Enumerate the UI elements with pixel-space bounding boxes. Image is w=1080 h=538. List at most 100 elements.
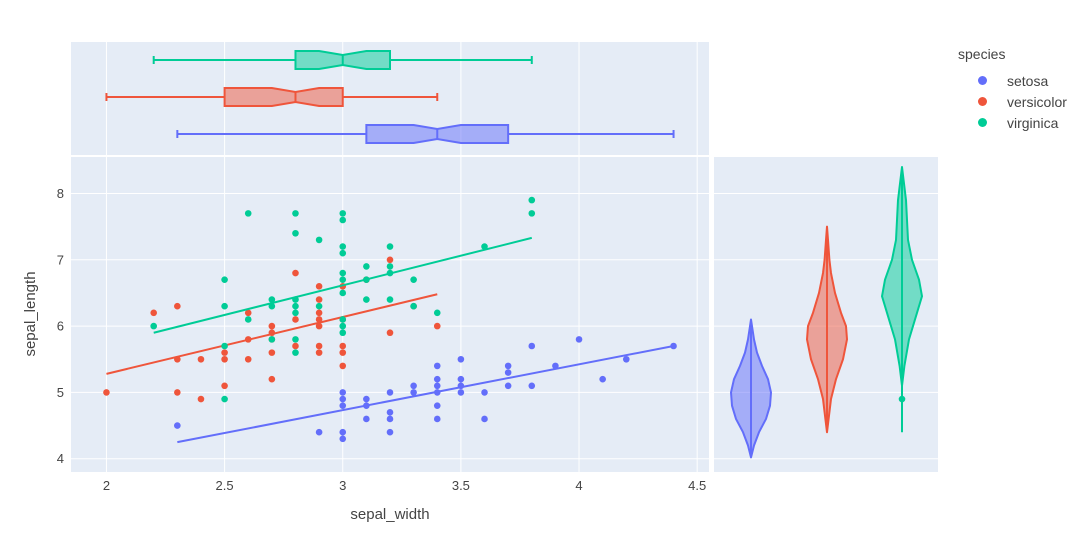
- scatter-point-versicolor: [292, 270, 299, 277]
- scatter-point-versicolor: [245, 336, 252, 343]
- legend-label-versicolor: versicolor: [1007, 94, 1067, 110]
- x-tick-label: 4: [575, 478, 582, 493]
- scatter-point-setosa: [363, 396, 370, 403]
- scatter-point-setosa: [363, 416, 370, 423]
- legend-item-versicolor[interactable]: versicolor: [958, 91, 1067, 112]
- scatter-point-setosa: [363, 402, 370, 409]
- scatter-point-virginica: [339, 270, 346, 277]
- scatter-point-virginica: [339, 243, 346, 250]
- scatter-point-virginica: [221, 303, 228, 310]
- scatter-point-virginica: [292, 303, 299, 310]
- scatter-point-virginica: [245, 210, 252, 217]
- y-tick-label: 4: [57, 451, 64, 466]
- scatter-point-versicolor: [387, 256, 394, 263]
- scatter-point-setosa: [458, 389, 465, 396]
- scatter-point-setosa: [410, 389, 417, 396]
- scatter-point-virginica: [410, 276, 417, 283]
- scatter-point-virginica: [292, 210, 299, 217]
- x-tick-label: 3.5: [452, 478, 470, 493]
- scatter-point-versicolor: [103, 389, 110, 396]
- scatter-point-setosa: [410, 382, 417, 389]
- legend-item-virginica[interactable]: virginica: [958, 112, 1067, 133]
- legend-item-setosa[interactable]: setosa: [958, 70, 1067, 91]
- scatter-point-virginica: [410, 303, 417, 310]
- x-tick-label: 2: [103, 478, 110, 493]
- scatter-point-setosa: [481, 416, 488, 423]
- scatter-point-setosa: [387, 429, 394, 436]
- scatter-point-virginica: [316, 303, 323, 310]
- scatter-point-versicolor: [174, 303, 181, 310]
- scatter-point-setosa: [339, 402, 346, 409]
- scatter-point-virginica: [221, 396, 228, 403]
- scatter-point-virginica: [221, 276, 228, 283]
- scatter-point-virginica: [292, 336, 299, 343]
- scatter-point-virginica: [387, 243, 394, 250]
- scatter-point-setosa: [387, 389, 394, 396]
- scatter-point-setosa: [670, 343, 677, 350]
- scatter-point-setosa: [505, 369, 512, 376]
- scatter-point-setosa: [339, 436, 346, 443]
- x-tick-label: 4.5: [688, 478, 706, 493]
- scatter-point-virginica: [292, 230, 299, 237]
- scatter-point-virginica: [292, 310, 299, 317]
- scatter-point-versicolor: [316, 310, 323, 317]
- scatter-point-virginica: [434, 310, 441, 317]
- scatter-point-setosa: [599, 376, 606, 383]
- x-tick-label: 2.5: [216, 478, 234, 493]
- scatter-point-versicolor: [174, 389, 181, 396]
- legend-marker-setosa: [978, 76, 987, 85]
- scatter-point-virginica: [339, 329, 346, 336]
- scatter-point-virginica: [292, 349, 299, 356]
- scatter-point-versicolor: [292, 343, 299, 350]
- scatter-point-virginica: [363, 296, 370, 303]
- scatter-panel: [71, 157, 709, 472]
- scatter-point-setosa: [339, 396, 346, 403]
- legend-marker-virginica: [978, 118, 987, 127]
- scatter-point-setosa: [528, 343, 535, 350]
- scatter-point-versicolor: [316, 296, 323, 303]
- scatter-point-versicolor: [269, 349, 276, 356]
- scatter-point-virginica: [528, 197, 535, 204]
- scatter-point-setosa: [623, 356, 630, 363]
- scatter-point-virginica: [339, 290, 346, 297]
- x-tick-label: 3: [339, 478, 346, 493]
- scatter-point-versicolor: [245, 356, 252, 363]
- scatter-point-setosa: [552, 363, 559, 370]
- legend-marker-versicolor: [978, 97, 987, 106]
- y-axis-title: sepal_length: [22, 271, 39, 356]
- scatter-point-versicolor: [316, 343, 323, 350]
- scatter-point-virginica: [339, 316, 346, 323]
- scatter-point-versicolor: [174, 356, 181, 363]
- scatter-point-setosa: [434, 389, 441, 396]
- scatter-point-setosa: [434, 416, 441, 423]
- scatter-point-virginica: [150, 323, 157, 330]
- scatter-point-virginica: [528, 210, 535, 217]
- scatter-point-virginica: [387, 263, 394, 270]
- scatter-point-versicolor: [339, 343, 346, 350]
- scatter-point-versicolor: [292, 316, 299, 323]
- x-axis-title: sepal_width: [350, 506, 429, 523]
- scatter-point-virginica: [269, 303, 276, 310]
- scatter-point-setosa: [174, 422, 181, 429]
- scatter-point-virginica: [245, 316, 252, 323]
- y-tick-label: 6: [57, 319, 64, 334]
- scatter-point-versicolor: [150, 310, 157, 317]
- scatter-point-versicolor: [339, 349, 346, 356]
- scatter-point-versicolor: [221, 356, 228, 363]
- scatter-point-setosa: [481, 389, 488, 396]
- legend-label-virginica: virginica: [1007, 115, 1058, 131]
- scatter-point-versicolor: [434, 323, 441, 330]
- scatter-point-versicolor: [316, 283, 323, 290]
- scatter-point-virginica: [339, 250, 346, 257]
- scatter-point-virginica: [269, 336, 276, 343]
- scatter-point-virginica: [269, 296, 276, 303]
- scatter-point-setosa: [434, 402, 441, 409]
- scatter-point-virginica: [481, 243, 488, 250]
- scatter-point-versicolor: [269, 323, 276, 330]
- scatter-point-versicolor: [269, 329, 276, 336]
- scatter-point-setosa: [505, 382, 512, 389]
- scatter-point-setosa: [316, 429, 323, 436]
- scatter-point-virginica: [316, 237, 323, 244]
- scatter-point-versicolor: [269, 376, 276, 383]
